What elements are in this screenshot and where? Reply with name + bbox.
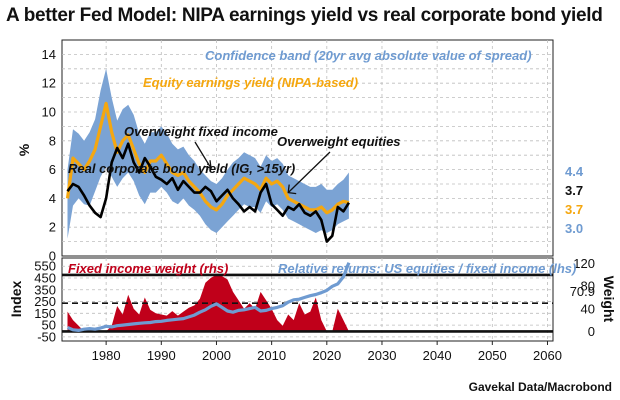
- bottom-left-tick-label: 550: [34, 259, 56, 274]
- confidence-band: [67, 68, 349, 239]
- top-plot-frame: [61, 39, 554, 257]
- bottom-plot-frame: [61, 257, 554, 342]
- top-y-tick-label: 12: [42, 76, 56, 91]
- bottom-left-tick-label: 50: [42, 318, 56, 333]
- bottom-right-tick-label: 40: [581, 301, 595, 316]
- top-y-tick-label: 0: [49, 249, 56, 264]
- x-tick-label: 2020: [312, 348, 341, 363]
- weight-latest-value: 70.9: [570, 284, 595, 299]
- bottom-right-tick-label: 120: [573, 256, 595, 271]
- x-tick-label: 1980: [92, 348, 121, 363]
- top-y-tick-label: 10: [42, 105, 56, 120]
- bottom-right-tick-label: 0: [588, 324, 595, 339]
- x-tick-label: 2010: [257, 348, 286, 363]
- top-y-axis-label: %: [16, 143, 32, 156]
- bond-label: Real corporate bond yield (IG, >15yr): [68, 161, 295, 176]
- chart-title: A better Fed Model: NIPA earnings yield …: [6, 5, 603, 26]
- top-y-tick-label: 14: [42, 47, 56, 62]
- x-tick-label: 2060: [533, 348, 562, 363]
- top-y-ticks: 0 2 4 6 8 10 12 14: [42, 47, 56, 264]
- x-tick-label: 2000: [202, 348, 231, 363]
- relative-returns-label: Relative returns: US equities / fixed in…: [278, 261, 576, 276]
- latest-values: 4.4 3.7 3.7 3.0: [565, 164, 584, 236]
- bottom-right-y-ticks: 0 40 80 120: [573, 256, 595, 339]
- arrow-equities: [287, 151, 331, 195]
- bottom-right-tick-label: 80: [581, 279, 595, 294]
- equity-label: Equity earnings yield (NIPA-based): [143, 75, 358, 90]
- top-y-tick-label: 6: [49, 162, 56, 177]
- arrow-fixed-income: [194, 141, 212, 170]
- top-y-tick-label: 2: [49, 220, 56, 235]
- x-axis-ticks: 1980 1990 2000 2010 2020 2030 2040 2050 2060: [92, 341, 562, 363]
- x-tick-label: 1990: [147, 348, 176, 363]
- overweight-equities-label: Overweight equities: [277, 134, 401, 149]
- relative-returns-line: [66, 262, 351, 332]
- bottom-left-tick-label: 150: [34, 306, 56, 321]
- overweight-fixed-income-label: Overweight fixed income: [124, 124, 278, 139]
- x-tick-label: 2030: [368, 348, 397, 363]
- band-label: Confidence band (20yr avg absolute value…: [205, 48, 532, 63]
- fixed-income-weight-area: [67, 274, 349, 332]
- latest-value: 3.0: [565, 221, 583, 236]
- bottom-left-tick-label: 250: [34, 294, 56, 309]
- latest-value: 3.7: [565, 183, 583, 198]
- bottom-gridlines: [62, 258, 553, 341]
- top-y-tick-label: 8: [49, 133, 56, 148]
- top-y-tick-label: 4: [49, 191, 56, 206]
- bottom-left-tick-label: 450: [34, 271, 56, 286]
- source-credit: Gavekal Data/Macrobond: [468, 380, 612, 394]
- bottom-left-axis-label: Index: [8, 281, 24, 318]
- bottom-right-axis-label: Weight: [601, 276, 617, 323]
- bottom-left-tick-label: 350: [34, 282, 56, 297]
- bond-yield-line: [66, 142, 350, 243]
- x-tick-label: 2050: [478, 348, 507, 363]
- equity-yield-line: [65, 101, 350, 215]
- bottom-left-tick-label: -50: [37, 329, 56, 344]
- latest-value: 3.7: [565, 202, 583, 217]
- weight-reference-lines: [62, 273, 553, 333]
- latest-value: 4.4: [565, 164, 584, 179]
- x-tick-label: 2040: [423, 348, 452, 363]
- weight-label: Fixed income weight (rhs): [68, 261, 228, 276]
- top-panel: 0 2 4 6 8 10 12 14 Confidence band (20yr avg ab…: [16, 39, 584, 264]
